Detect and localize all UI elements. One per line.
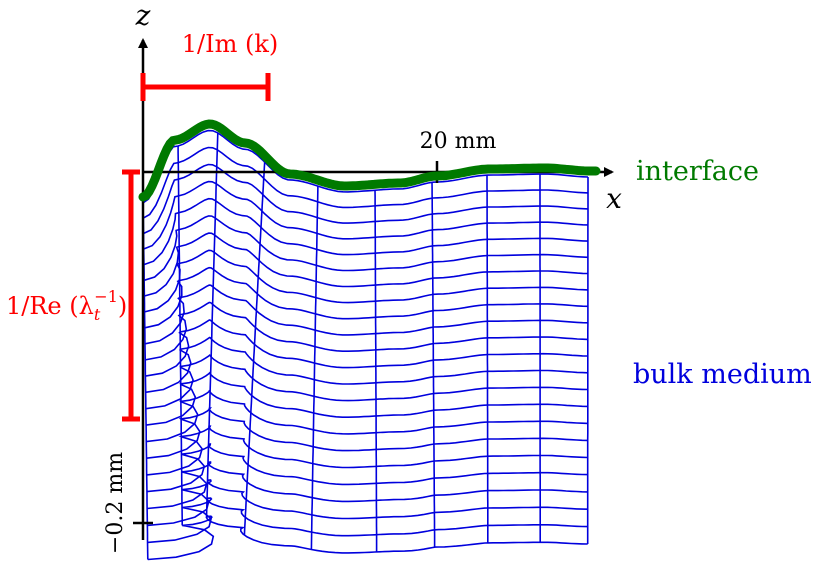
mesh-row-line [145,354,588,410]
im-k-bracket [140,73,271,101]
re-lambda-bracket [122,169,140,422]
bulk-mesh [142,129,589,561]
z-tick-label: −0.2 mm [103,452,128,554]
mesh-row-line [147,515,588,561]
mesh-row-line [144,266,588,329]
re-lambda-sub: t [94,305,101,324]
re-lambda-text: 1/Re (λ [6,292,94,320]
mesh-row-line [142,129,589,204]
mesh-row-line [144,232,588,297]
im-k-label: 1/Im (k) [182,30,279,58]
re-lambda-label: 1/Re (λt−1) [6,287,127,324]
mesh-column-line [431,182,436,548]
mesh-row-line [145,370,588,426]
interface-label: interface [636,156,759,187]
bulk-medium-label: bulk medium [633,359,812,390]
interface-curve [138,119,601,202]
mesh-column-line [177,146,183,526]
mesh-column-line [486,175,489,543]
re-lambda-close: ) [118,292,127,320]
z-axis-label: z [135,0,151,32]
x-tick-label: 20 mm [420,129,497,154]
re-lambda-sup: −1 [94,287,118,306]
mesh-column-line [310,186,319,550]
mesh-column-line [374,190,378,552]
mesh-row-line [147,479,588,527]
x-axis-label: x [606,182,622,215]
mesh-column-line [205,132,219,518]
mesh-column-line [243,162,266,536]
